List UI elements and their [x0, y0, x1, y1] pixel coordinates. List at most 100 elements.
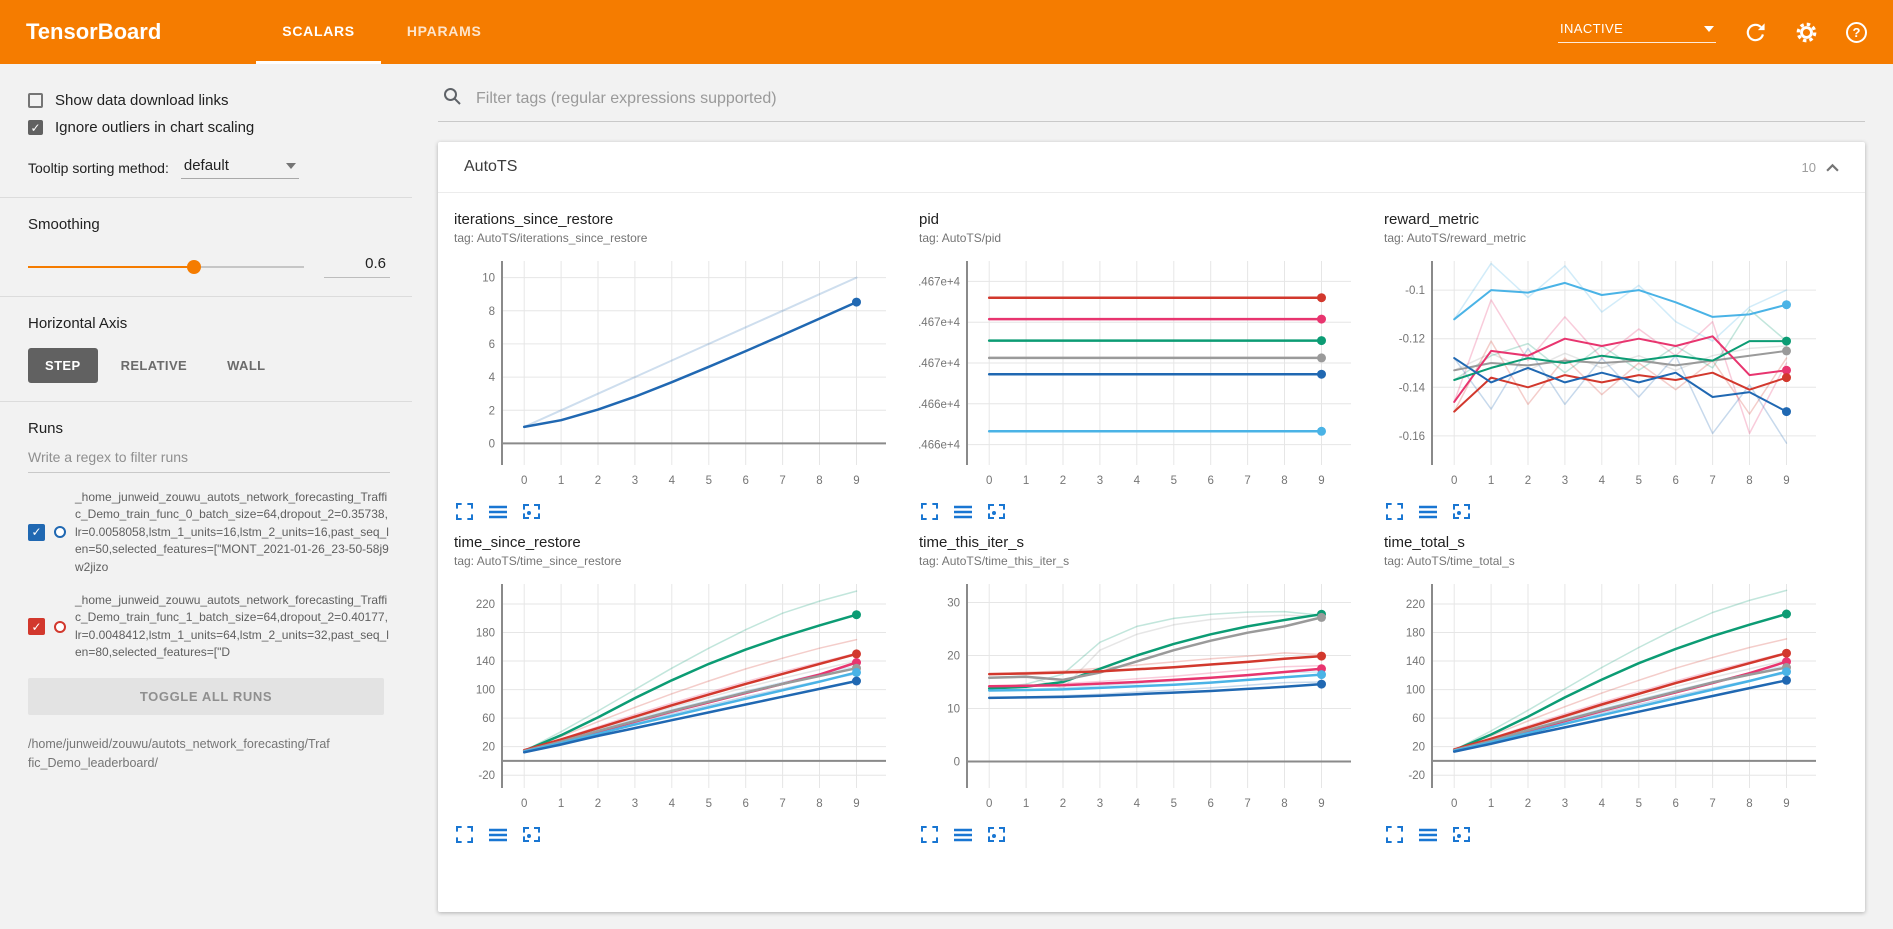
svg-text:4: 4 [1599, 798, 1606, 810]
expand-chart-icon[interactable] [1386, 826, 1403, 843]
svg-text:30: 30 [947, 598, 960, 610]
log-directory-path: /home/junweid/zouwu/autots_network_forec… [28, 736, 330, 770]
chart-title: iterations_since_restore [454, 211, 614, 228]
svg-text:8: 8 [1281, 798, 1287, 810]
fit-domain-icon[interactable] [988, 827, 1005, 842]
smoothing-slider[interactable] [28, 259, 304, 274]
toggle-yaxis-icon[interactable] [489, 828, 507, 842]
axis-relative-button[interactable]: RELATIVE [120, 358, 188, 373]
svg-text:140: 140 [476, 656, 495, 668]
fit-domain-icon[interactable] [1453, 504, 1470, 519]
tab-hparams[interactable]: HPARAMS [406, 22, 482, 39]
axis-wall-button[interactable]: WALL [227, 358, 266, 373]
svg-text:2: 2 [595, 475, 601, 487]
chart-tag: tag: AutoTS/time_total_s [1384, 554, 1515, 568]
slider-thumb[interactable] [186, 259, 201, 274]
chevron-up-icon[interactable] [1826, 160, 1839, 175]
check-icon: ✓ [30, 120, 41, 135]
data-status-select[interactable]: INACTIVE [1558, 21, 1716, 43]
autots-card: AutoTS 10 iterations_since_restore tag: … [438, 142, 1865, 912]
run-radio[interactable] [54, 620, 66, 633]
svg-text:0: 0 [954, 757, 960, 769]
toggle-yaxis-icon[interactable] [1419, 828, 1437, 842]
run-checkbox[interactable]: ✓ [28, 523, 45, 541]
toggle-yaxis-icon[interactable] [1419, 505, 1437, 519]
svg-text:-0.1: -0.1 [1405, 285, 1425, 297]
svg-text:6: 6 [489, 339, 495, 351]
chart-toolbar [1386, 826, 1849, 843]
run-checkbox[interactable]: ✓ [28, 618, 45, 636]
svg-text:2: 2 [1060, 475, 1066, 487]
checkbox-label: Ignore outliers in chart scaling [55, 119, 255, 136]
tooltip-sorting-select[interactable]: default [180, 156, 299, 179]
svg-text:8: 8 [1746, 798, 1752, 810]
svg-text:1: 1 [1023, 475, 1029, 487]
line-chart[interactable]: 0 1 2 3 4 5 6 7 8 9 0 10 20 30 [919, 574, 1361, 820]
axis-step-button[interactable]: STEP [28, 348, 98, 383]
svg-text:9: 9 [853, 798, 859, 810]
run-name: _home_junweid_zouwu_autots_network_forec… [75, 490, 389, 574]
svg-text:5: 5 [1171, 798, 1177, 810]
fit-domain-icon[interactable] [988, 504, 1005, 519]
help-icon[interactable]: ? [1846, 21, 1867, 43]
card-header[interactable]: AutoTS 10 [438, 142, 1865, 193]
expand-chart-icon[interactable] [921, 826, 938, 843]
expand-chart-icon[interactable] [456, 826, 473, 843]
line-chart[interactable]: 0 1 2 3 4 5 6 7 8 9 2.466e+4 2.466e+4 2.467e+4 2.467e… [919, 251, 1361, 497]
divider [0, 296, 412, 297]
chart-tag: tag: AutoTS/pid [919, 231, 1002, 245]
svg-text:2: 2 [595, 798, 601, 810]
run-radio[interactable] [54, 526, 66, 539]
expand-chart-icon[interactable] [456, 503, 473, 520]
app-header: TensorBoard SCALARS HPARAMS INACTIVE ? [0, 0, 1893, 64]
svg-text:-0.12: -0.12 [1399, 334, 1425, 346]
svg-text:3: 3 [1097, 475, 1103, 487]
chart-pid: pid tag: AutoTS/pid 0 1 2 3 4 5 6 7 8 9 2.466e+4 2.… [919, 211, 1384, 522]
line-chart[interactable]: 0 1 2 3 4 5 6 7 8 9 -0.16 -0.14 -0.12 -0.1 [1384, 251, 1826, 497]
svg-text:7: 7 [779, 475, 785, 487]
runs-filter-input[interactable] [28, 441, 390, 473]
toggle-yaxis-icon[interactable] [954, 505, 972, 519]
tab-scalars[interactable]: SCALARS [256, 0, 381, 64]
chart-reward-metric: reward_metric tag: AutoTS/reward_metric … [1384, 211, 1849, 522]
svg-text:1: 1 [558, 475, 564, 487]
svg-text:5: 5 [1636, 798, 1642, 810]
app-title: TensorBoard [26, 19, 162, 44]
show-download-links-checkbox[interactable]: Show data download links [28, 92, 390, 109]
svg-text:0: 0 [986, 798, 992, 810]
chart-time-total: time_total_s tag: AutoTS/time_total_s 0 1… [1384, 534, 1849, 845]
gear-icon[interactable] [1795, 21, 1818, 44]
fit-dot [527, 834, 531, 838]
svg-text:6: 6 [1672, 475, 1678, 487]
svg-text:3: 3 [632, 475, 638, 487]
refresh-icon[interactable] [1744, 21, 1767, 44]
toggle-yaxis-icon[interactable] [489, 505, 507, 519]
smoothing-value-field[interactable]: 0.6 [324, 255, 390, 278]
chart-title: time_since_restore [454, 534, 581, 551]
fit-dot [992, 511, 996, 515]
chart-tag: tag: AutoTS/time_since_restore [454, 554, 622, 568]
svg-text:5: 5 [1636, 475, 1642, 487]
chevron-down-icon [285, 162, 296, 169]
tag-filter-input[interactable] [474, 88, 1859, 109]
chart-tag: tag: AutoTS/iterations_since_restore [454, 231, 648, 245]
chart-toolbar [1386, 503, 1849, 520]
svg-text:10: 10 [947, 704, 960, 716]
toggle-all-runs-button[interactable]: TOGGLE ALL RUNS [28, 677, 384, 715]
svg-text:7: 7 [1244, 798, 1250, 810]
toggle-yaxis-icon[interactable] [954, 828, 972, 842]
svg-text:4: 4 [1134, 798, 1141, 810]
svg-text:-0.16: -0.16 [1399, 431, 1425, 443]
expand-chart-icon[interactable] [921, 503, 938, 520]
fit-domain-icon[interactable] [523, 827, 540, 842]
line-chart[interactable]: 0 1 2 3 4 5 6 7 8 9 0 2 4 6 8 10 [454, 251, 896, 497]
fit-domain-icon[interactable] [1453, 827, 1470, 842]
expand-chart-icon[interactable] [1386, 503, 1403, 520]
fit-domain-icon[interactable] [523, 504, 540, 519]
svg-text:20: 20 [482, 742, 495, 754]
line-chart[interactable]: 0 1 2 3 4 5 6 7 8 9 -20 20 60 100 140 180 220 [1384, 574, 1826, 820]
line-chart[interactable]: 0 1 2 3 4 5 6 7 8 9 -20 20 60 100 140 180 220 [454, 574, 896, 820]
svg-text:1: 1 [1488, 798, 1494, 810]
ignore-outliers-checkbox[interactable]: ✓ Ignore outliers in chart scaling [28, 119, 390, 136]
svg-text:1: 1 [1488, 475, 1494, 487]
